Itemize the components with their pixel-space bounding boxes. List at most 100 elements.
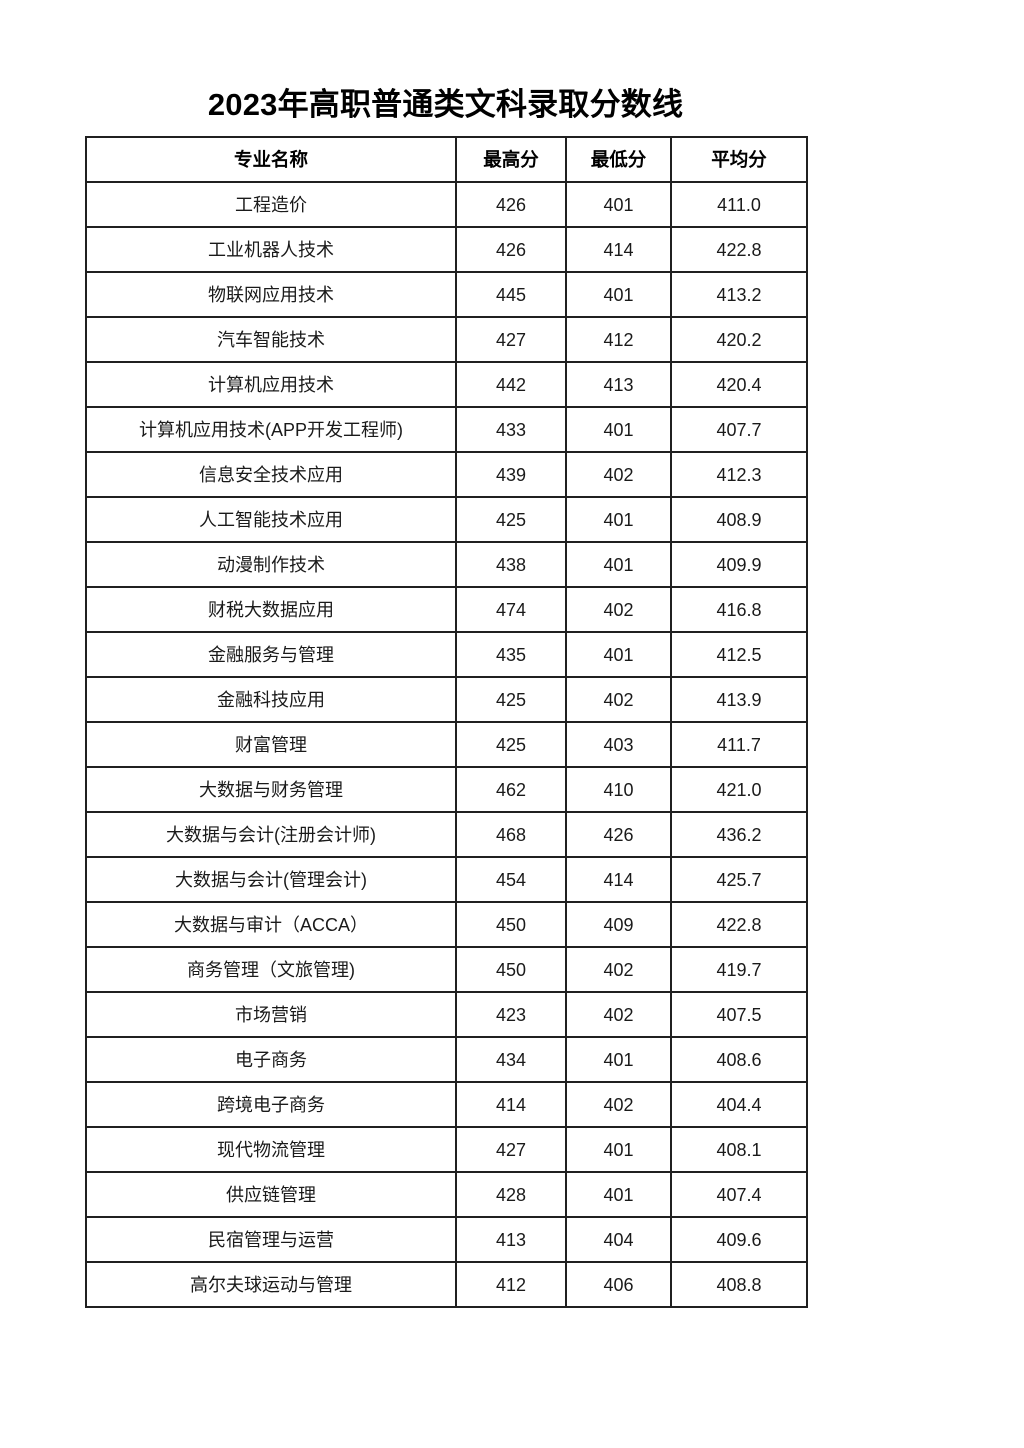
cell-lowest: 403 (565, 721, 672, 768)
table-row: 计算机应用技术 442 413 420.4 (85, 361, 808, 408)
cell-major: 供应链管理 (85, 1171, 457, 1218)
page-title: 2023年高职普通类文科录取分数线 (207, 87, 684, 122)
cell-lowest: 409 (565, 901, 672, 948)
table-row: 计算机应用技术(APP开发工程师) 433 401 407.7 (85, 406, 808, 453)
cell-highest: 425 (455, 676, 567, 723)
table-row: 市场营销 423 402 407.5 (85, 991, 808, 1038)
cell-major: 高尔夫球运动与管理 (85, 1261, 457, 1308)
cell-major: 汽车智能技术 (85, 316, 457, 363)
cell-average: 409.6 (670, 1216, 808, 1263)
cell-lowest: 426 (565, 811, 672, 858)
cell-lowest: 413 (565, 361, 672, 408)
cell-highest: 423 (455, 991, 567, 1038)
cell-average: 425.7 (670, 856, 808, 903)
cell-lowest: 401 (565, 406, 672, 453)
cell-major: 信息安全技术应用 (85, 451, 457, 498)
cell-average: 413.9 (670, 676, 808, 723)
cell-average: 404.4 (670, 1081, 808, 1128)
cell-average: 407.5 (670, 991, 808, 1038)
cell-highest: 413 (455, 1216, 567, 1263)
cell-major: 财税大数据应用 (85, 586, 457, 633)
cell-highest: 439 (455, 451, 567, 498)
cell-highest: 425 (455, 496, 567, 543)
table-row: 物联网应用技术 445 401 413.2 (85, 271, 808, 318)
cell-major: 财富管理 (85, 721, 457, 768)
cell-average: 408.6 (670, 1036, 808, 1083)
cell-average: 408.1 (670, 1126, 808, 1173)
cell-lowest: 401 (565, 1036, 672, 1083)
cell-lowest: 402 (565, 1081, 672, 1128)
cell-average: 412.3 (670, 451, 808, 498)
cell-major: 大数据与会计(管理会计) (85, 856, 457, 903)
cell-average: 421.0 (670, 766, 808, 813)
cell-major: 金融科技应用 (85, 676, 457, 723)
cell-highest: 435 (455, 631, 567, 678)
cell-highest: 468 (455, 811, 567, 858)
cell-major: 大数据与财务管理 (85, 766, 457, 813)
cell-lowest: 401 (565, 181, 672, 228)
cell-average: 411.0 (670, 181, 808, 228)
cell-average: 419.7 (670, 946, 808, 993)
cell-major: 物联网应用技术 (85, 271, 457, 318)
cell-lowest: 402 (565, 451, 672, 498)
cell-lowest: 402 (565, 946, 672, 993)
table-row: 金融服务与管理 435 401 412.5 (85, 631, 808, 678)
table-row: 工程造价 426 401 411.0 (85, 181, 808, 228)
cell-lowest: 401 (565, 1171, 672, 1218)
table-row: 商务管理（文旅管理) 450 402 419.7 (85, 946, 808, 993)
cell-highest: 442 (455, 361, 567, 408)
cell-major: 市场营销 (85, 991, 457, 1038)
table-row: 大数据与会计(管理会计) 454 414 425.7 (85, 856, 808, 903)
table-row: 财富管理 425 403 411.7 (85, 721, 808, 768)
table-row: 现代物流管理 427 401 408.1 (85, 1126, 808, 1173)
cell-lowest: 401 (565, 541, 672, 588)
cell-highest: 450 (455, 946, 567, 993)
cell-average: 408.9 (670, 496, 808, 543)
table-header: 专业名称 最高分 最低分 平均分 (85, 136, 808, 183)
table-body: 工程造价 426 401 411.0 工业机器人技术 426 414 422.8 物联网应用技术… (85, 181, 808, 1308)
cell-lowest: 402 (565, 676, 672, 723)
cell-major: 大数据与会计(注册会计师) (85, 811, 457, 858)
cell-lowest: 401 (565, 1126, 672, 1173)
cell-major: 动漫制作技术 (85, 541, 457, 588)
cell-lowest: 401 (565, 496, 672, 543)
cell-lowest: 406 (565, 1261, 672, 1308)
column-header-lowest: 最低分 (565, 136, 672, 183)
cell-major: 大数据与审计（ACCA） (85, 901, 457, 948)
cell-major: 民宿管理与运营 (85, 1216, 457, 1263)
cell-highest: 412 (455, 1261, 567, 1308)
cell-lowest: 402 (565, 586, 672, 633)
cell-highest: 427 (455, 316, 567, 363)
cell-major: 计算机应用技术 (85, 361, 457, 408)
cell-average: 408.8 (670, 1261, 808, 1308)
cell-average: 411.7 (670, 721, 808, 768)
cell-lowest: 401 (565, 271, 672, 318)
cell-lowest: 401 (565, 631, 672, 678)
table-row: 大数据与审计（ACCA） 450 409 422.8 (85, 901, 808, 948)
cell-highest: 426 (455, 181, 567, 228)
table-row: 电子商务 434 401 408.6 (85, 1036, 808, 1083)
cell-highest: 454 (455, 856, 567, 903)
cell-major: 电子商务 (85, 1036, 457, 1083)
cell-lowest: 404 (565, 1216, 672, 1263)
cell-highest: 450 (455, 901, 567, 948)
cell-highest: 438 (455, 541, 567, 588)
table-row: 财税大数据应用 474 402 416.8 (85, 586, 808, 633)
cell-average: 422.8 (670, 901, 808, 948)
table-row: 动漫制作技术 438 401 409.9 (85, 541, 808, 588)
cell-average: 407.4 (670, 1171, 808, 1218)
cell-lowest: 412 (565, 316, 672, 363)
cell-major: 现代物流管理 (85, 1126, 457, 1173)
table-row: 汽车智能技术 427 412 420.2 (85, 316, 808, 363)
cell-average: 420.4 (670, 361, 808, 408)
cell-average: 416.8 (670, 586, 808, 633)
cell-highest: 433 (455, 406, 567, 453)
cell-major: 工程造价 (85, 181, 457, 228)
table-row: 民宿管理与运营 413 404 409.6 (85, 1216, 808, 1263)
table-row: 工业机器人技术 426 414 422.8 (85, 226, 808, 273)
cell-average: 407.7 (670, 406, 808, 453)
column-header-average: 平均分 (670, 136, 808, 183)
cell-average: 436.2 (670, 811, 808, 858)
cell-highest: 462 (455, 766, 567, 813)
